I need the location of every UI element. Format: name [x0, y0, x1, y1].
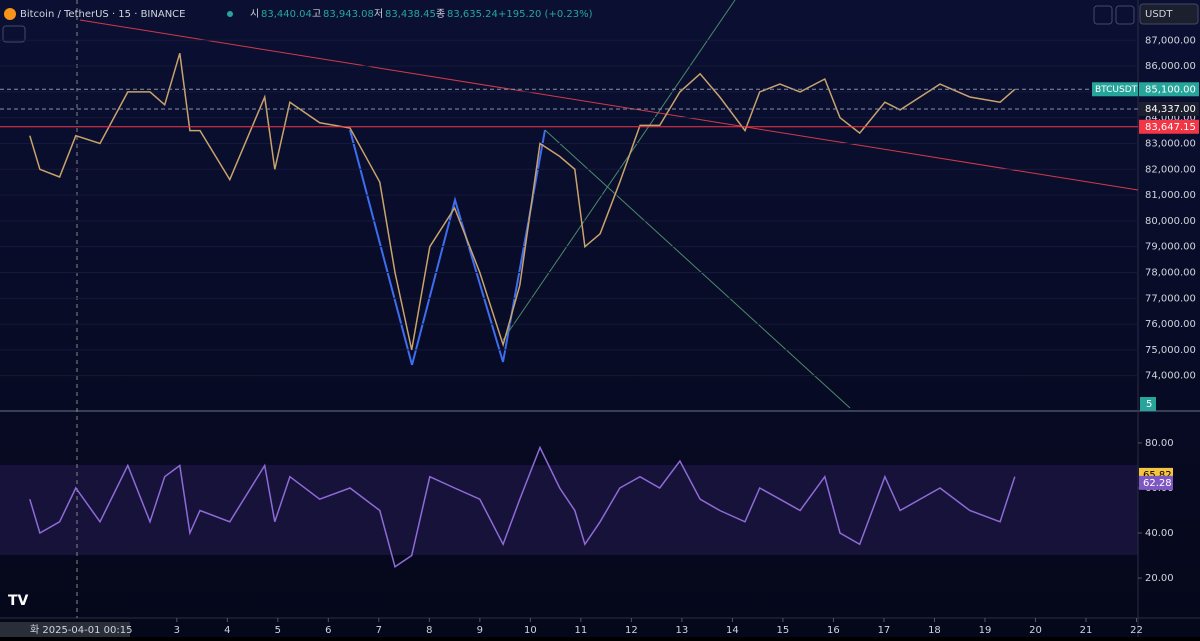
x-tick-label: 13: [676, 625, 689, 636]
x-tick-label: 7: [376, 625, 382, 636]
price-label: 85,100.00: [1145, 84, 1196, 95]
x-tick-label: 3: [174, 625, 180, 636]
y-tick-label: 79,000.00: [1145, 242, 1196, 253]
crosshair-label: 화 2025-04-01 00:15: [30, 624, 133, 636]
open: 83,440.04: [261, 9, 312, 20]
rsi-band: [0, 465, 1138, 555]
x-tick-label: 12: [625, 625, 638, 636]
projection-line: [502, 0, 736, 341]
high-label: 고: [312, 9, 321, 20]
y-tick-label: 80.00: [1145, 438, 1174, 449]
price-label-bg: [1139, 101, 1199, 116]
y-tick-label: 82,000.00: [1145, 164, 1196, 175]
y-tick-label: 84,000.00: [1145, 113, 1196, 124]
price-label: 83,647.15: [1145, 122, 1196, 133]
y-tick-label: 40.00: [1145, 528, 1174, 539]
projection-line: [544, 129, 851, 409]
low-label: 저: [374, 8, 383, 20]
y-tick-label: 80,000.00: [1145, 216, 1196, 227]
y-tick-label: 83,000.00: [1145, 138, 1196, 149]
x-tick-label: 4: [224, 625, 230, 636]
crosshair-label-bg: [0, 622, 130, 637]
x-tick-label: 9: [477, 625, 483, 636]
currency-select[interactable]: [1139, 3, 1199, 25]
download-button[interactable]: [1093, 5, 1113, 25]
x-tick-label: 15: [777, 625, 790, 636]
price-label: 84,337.00: [1145, 104, 1196, 115]
currency: USDT: [1145, 9, 1173, 20]
x-tick-label: 21: [1080, 625, 1093, 636]
x-tick-label: 22: [1130, 625, 1143, 636]
x-tick-label: 8: [426, 625, 432, 636]
x-tick-label: 20: [1029, 625, 1042, 636]
symbol-label: BTCUSDT: [1095, 85, 1138, 95]
fullscreen-button[interactable]: [1115, 5, 1135, 25]
y-tick-label: 78,000.00: [1145, 267, 1196, 278]
x-tick-label: 18: [928, 625, 941, 636]
x-tick-label: 10: [524, 625, 537, 636]
y-tick-label: 74,000.00: [1145, 371, 1196, 382]
y-tick-label: 77,000.00: [1145, 293, 1196, 304]
y-tick-label: 20.00: [1145, 573, 1174, 584]
low: 83,438.45: [385, 9, 436, 20]
change: +195.20 (+0.23%): [498, 9, 593, 20]
rsi-label: 65.82: [1143, 470, 1172, 481]
rsi-label: 62.28: [1143, 478, 1172, 489]
y-tick-label: 86,000.00: [1145, 61, 1196, 72]
volume-label-bg: [1140, 397, 1156, 411]
close: 83,635.24: [447, 9, 498, 20]
collapse-button[interactable]: [2, 25, 26, 43]
rsi-line: [29, 445, 1016, 569]
x-tick-label: 5: [275, 625, 281, 636]
price-line: [29, 52, 1016, 351]
y-tick-label: 75,000.00: [1145, 345, 1196, 356]
symbol: Bitcoin / TetherUS · 15 · BINANCE: [20, 9, 185, 20]
w-pattern: [411, 129, 546, 366]
logo: TV: [8, 593, 29, 609]
x-tick-label: 14: [726, 625, 739, 636]
price-label-bg: [1139, 119, 1199, 134]
x-tick-label: 16: [827, 625, 840, 636]
price-label-bg: [1139, 82, 1199, 97]
symbol-label-bg: [1092, 82, 1138, 97]
trendline: [79, 19, 1139, 191]
x-tick-label: 11: [575, 625, 588, 636]
y-tick-label: 81,000.00: [1145, 190, 1196, 201]
close-label: 종: [436, 8, 445, 20]
open-label: 시: [250, 8, 259, 20]
y-tick-label: 76,000.00: [1145, 319, 1196, 330]
high: 83,943.08: [323, 9, 374, 20]
x-tick-label: 19: [979, 625, 992, 636]
coin-icon: [4, 8, 16, 20]
status-dot: [227, 11, 233, 17]
rsi-label-bg: [1139, 475, 1173, 490]
y-tick-label: 87,000.00: [1145, 35, 1196, 46]
volume-label: 5: [1146, 399, 1152, 410]
x-tick-label: 17: [878, 625, 891, 636]
x-tick-label: 6: [325, 625, 331, 636]
